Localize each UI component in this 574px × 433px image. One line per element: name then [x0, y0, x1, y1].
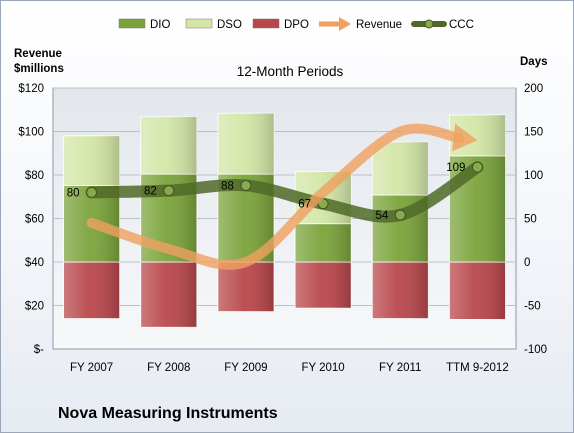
y-right-tick-label: 200 — [524, 83, 543, 95]
revenue-arrowhead — [451, 123, 478, 152]
legend-label-ccc: CCC — [449, 19, 474, 31]
ccc-point — [394, 209, 406, 221]
legend-revenue-arrowhead — [339, 17, 351, 31]
legend-label-revenue: Revenue — [356, 19, 402, 31]
ccc-point — [471, 161, 483, 173]
y-right-tick-label: -100 — [524, 344, 547, 356]
y-left-tick-label: $60 — [25, 214, 44, 226]
ccc-data-label: 109 — [446, 162, 465, 174]
y-right-label: Days — [520, 56, 548, 68]
legend-label-dio: DIO — [150, 19, 171, 31]
dso-bar-shade — [63, 135, 120, 186]
x-tick-label: FY 2008 — [147, 362, 190, 374]
dso-bar-shade — [372, 141, 429, 196]
ccc-point — [240, 179, 252, 191]
x-tick-label: FY 2011 — [379, 362, 421, 374]
dpo-bar-shade — [217, 262, 274, 312]
y-left-label-line-2: $millions — [14, 63, 64, 75]
ccc-data-label: 54 — [375, 210, 388, 222]
y-right-tick-label: -50 — [524, 301, 541, 313]
y-left-tick-label: $40 — [25, 257, 44, 269]
y-left-tick-label: $20 — [25, 301, 44, 313]
y-left-tick-label: $- — [34, 344, 44, 356]
x-tick-label: FY 2009 — [224, 362, 267, 374]
y-left-tick-label: $80 — [25, 170, 44, 182]
dpo-bar-shade — [63, 262, 120, 319]
y-right-tick-label: 100 — [524, 170, 543, 182]
ccc-data-label: 88 — [221, 180, 234, 192]
ccc-data-label: 82 — [144, 186, 157, 198]
ccc-point — [86, 186, 98, 198]
legend-ccc-marker — [424, 19, 434, 29]
dpo-bar-shade — [140, 262, 197, 328]
legend-label-dpo: DPO — [284, 19, 309, 31]
dio-bar-shade — [295, 223, 352, 262]
company-name: Nova Measuring Instruments — [58, 405, 278, 422]
x-tick-label: FY 2007 — [70, 362, 113, 374]
y-right-tick-label: 0 — [524, 257, 530, 269]
chart-title: 12-Month Periods — [237, 64, 344, 79]
dpo-bar-shade — [295, 262, 352, 309]
revenue-line — [86, 123, 465, 270]
dpo-bar-shade — [449, 262, 506, 320]
legend-swatch-dio — [118, 18, 146, 29]
ccc-data-label: 80 — [67, 187, 80, 199]
ccc-data-label: 67 — [298, 199, 311, 211]
y-left-tick-label: $120 — [18, 83, 44, 95]
dso-bar-shade — [140, 116, 197, 175]
y-right-tick-label: 150 — [524, 127, 543, 139]
legend-label-dso: DSO — [217, 19, 242, 31]
y-right-tick-label: 50 — [524, 214, 537, 226]
legend-swatch-dpo — [252, 18, 280, 29]
ccc-point — [163, 185, 175, 197]
x-tick-label: FY 2010 — [301, 362, 344, 374]
dpo-bar-shade — [372, 262, 429, 319]
y-left-label-line-1: Revenue — [14, 48, 62, 60]
legend-swatch-dso — [185, 18, 213, 29]
dso-bar-shade — [217, 113, 274, 175]
y-left-tick-label: $100 — [18, 127, 44, 139]
x-tick-label: TTM 9-2012 — [446, 362, 509, 374]
